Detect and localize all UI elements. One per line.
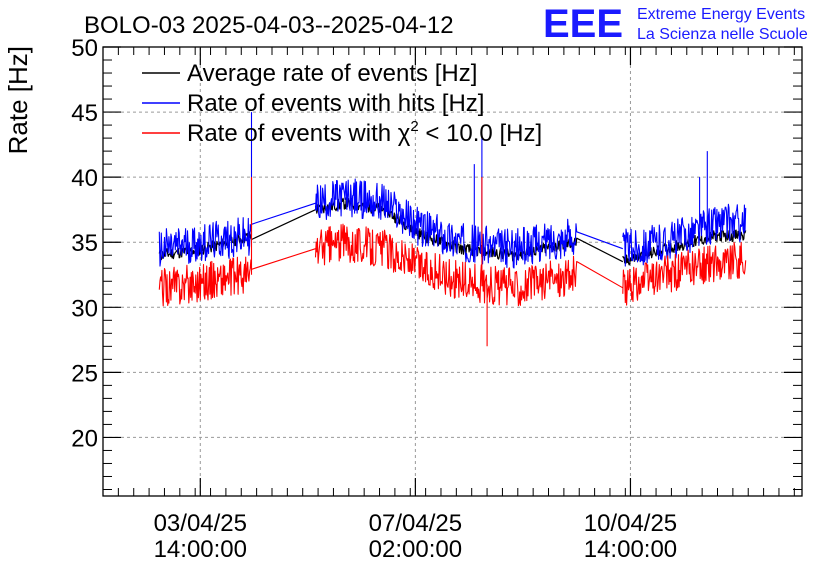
x-tick-label-time: 14:00:00 <box>584 536 677 563</box>
legend-label: Average rate of events [Hz] <box>187 60 477 87</box>
y-tick-label: 25 <box>71 360 98 387</box>
x-tick-label-date: 07/04/25 <box>369 510 462 537</box>
y-tick-label: 20 <box>71 425 98 452</box>
legend-label: Rate of events with χ2 < 10.0 [Hz] <box>187 118 542 147</box>
y-tick-labels: 20 25 30 35 40 45 50 <box>71 35 98 452</box>
legend-label: Rate of events with hits [Hz] <box>187 90 484 117</box>
y-tick-label: 40 <box>71 165 98 192</box>
legend: Average rate of events [Hz] Rate of event… <box>142 60 542 147</box>
logo-line2: La Scienza nelle Scuole <box>637 26 808 43</box>
logo-line1: Extreme Energy Events <box>637 6 805 23</box>
x-tick-label-time: 14:00:00 <box>154 536 247 563</box>
y-tick-label: 45 <box>71 100 98 127</box>
x-tick-label-time: 02:00:00 <box>369 536 462 563</box>
y-tick-label: 30 <box>71 295 98 322</box>
x-tick-labels: 03/04/2514:00:0007/04/2502:00:0010/04/25… <box>154 510 678 563</box>
x-tick-label-date: 10/04/25 <box>584 510 677 537</box>
eee-logo: EEE Extreme Energy Events La Scienza nel… <box>543 2 808 46</box>
chart-title: BOLO-03 2025-04-03--2025-04-12 <box>84 12 454 39</box>
y-tick-label: 50 <box>71 35 98 62</box>
logo-mark: EEE <box>543 2 623 46</box>
plot-frame <box>102 46 803 497</box>
y-axis-label: Rate [Hz] <box>3 46 33 154</box>
series-line-3 <box>158 177 747 347</box>
axis-ticks <box>103 46 802 496</box>
x-tick-label-date: 03/04/25 <box>154 510 247 537</box>
y-tick-label: 35 <box>71 230 98 257</box>
series-layer <box>158 112 747 347</box>
